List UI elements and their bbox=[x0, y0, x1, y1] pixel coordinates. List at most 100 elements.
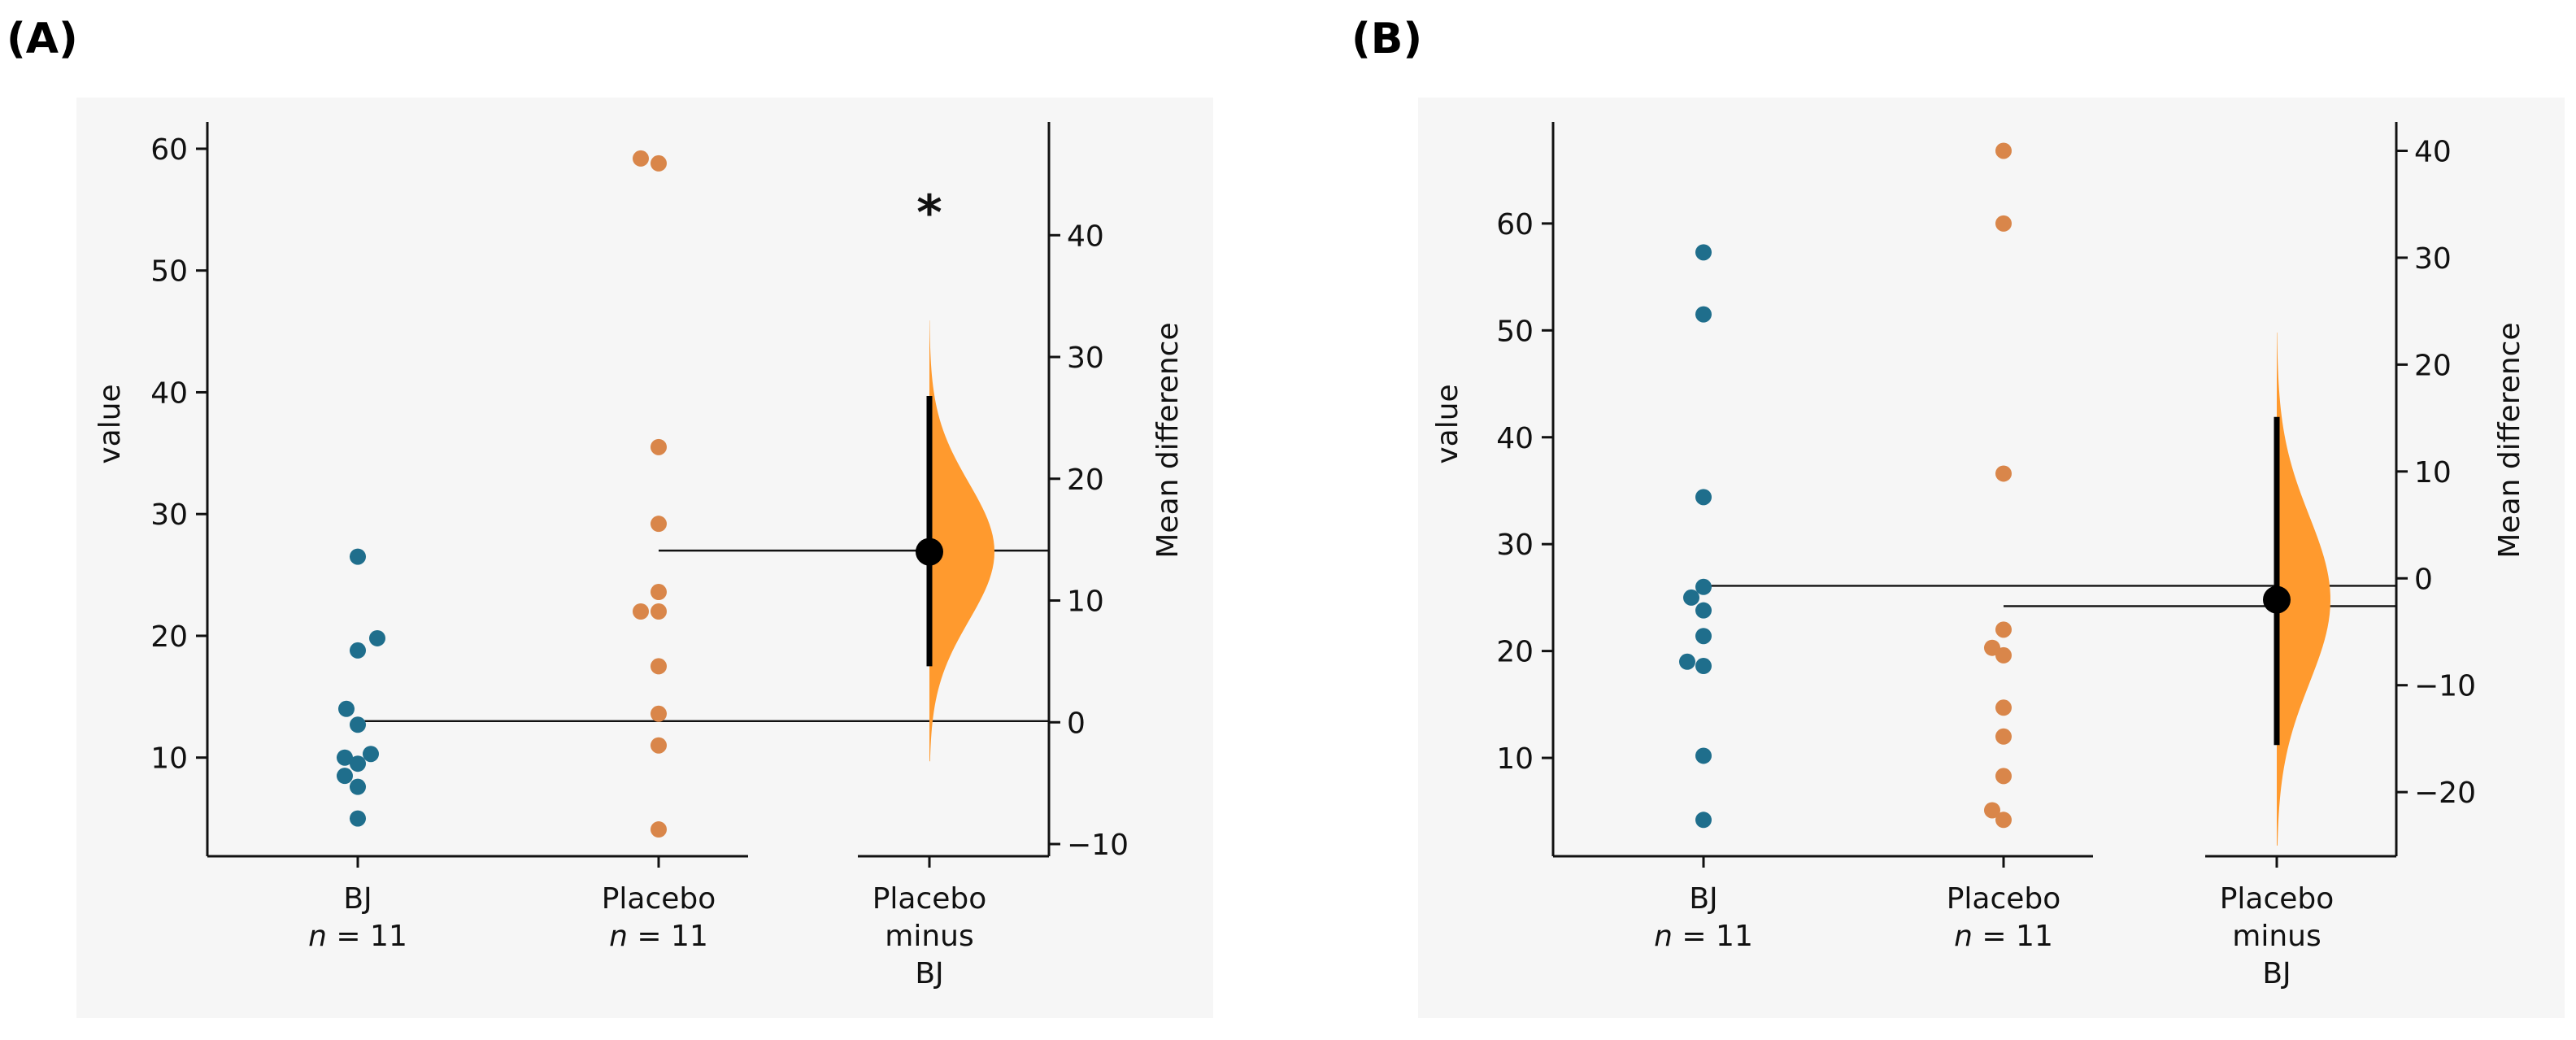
placebo-data-point bbox=[651, 584, 667, 601]
significance-star: * bbox=[916, 185, 942, 242]
contrast-label-line: BJ bbox=[2262, 957, 2291, 990]
n-value: = 11 bbox=[628, 920, 708, 953]
placebo-data-point bbox=[651, 658, 667, 675]
group-name-label: Placebo bbox=[602, 882, 716, 916]
right-y-tick-label: 40 bbox=[1067, 220, 1104, 253]
placebo-data-point bbox=[651, 603, 667, 620]
bj-data-point bbox=[1695, 578, 1712, 595]
left-y-tick-label: 20 bbox=[1496, 636, 1534, 669]
bj-data-point bbox=[1695, 812, 1712, 829]
placebo-data-point bbox=[651, 516, 667, 533]
placebo-data-point bbox=[651, 737, 667, 754]
right-y-tick-label: 30 bbox=[1067, 342, 1104, 375]
right-y-tick-label: −10 bbox=[2414, 670, 2476, 703]
bj-data-point bbox=[337, 749, 353, 766]
group-name-label: Placebo bbox=[1947, 882, 2061, 916]
left-y-tick-label: 40 bbox=[1496, 422, 1534, 455]
bootstrap-distribution bbox=[2277, 332, 2330, 846]
placebo-data-point bbox=[651, 705, 667, 722]
right-y-tick-label: 20 bbox=[2414, 349, 2452, 382]
panel-a-background bbox=[76, 98, 1213, 1018]
bj-data-point bbox=[1683, 589, 1699, 606]
left-y-axis-label: value bbox=[94, 384, 127, 463]
bj-data-point bbox=[350, 642, 366, 659]
left-y-tick-label: 30 bbox=[1496, 529, 1534, 562]
left-y-tick-label: 60 bbox=[1496, 208, 1534, 242]
bj-data-point bbox=[337, 768, 353, 785]
group-n-label: n = 11 bbox=[1654, 920, 1753, 953]
placebo-data-point bbox=[1984, 802, 2000, 819]
panel-a-letter: (A) bbox=[7, 15, 78, 63]
bj-data-point bbox=[369, 629, 385, 646]
bj-data-point bbox=[350, 716, 366, 733]
left-y-tick-label: 30 bbox=[150, 498, 188, 532]
right-y-tick-label: 0 bbox=[1067, 707, 1086, 740]
left-y-tick-label: 10 bbox=[1496, 742, 1534, 776]
n-symbol: n bbox=[1654, 920, 1673, 953]
n-symbol: n bbox=[1954, 920, 1973, 953]
panel-b-background bbox=[1418, 98, 2565, 1018]
left-y-axis-label: value bbox=[1431, 384, 1464, 463]
left-y-tick-label: 50 bbox=[1496, 315, 1534, 348]
left-y-tick-label: 20 bbox=[150, 620, 188, 654]
contrast-label-line: BJ bbox=[915, 957, 943, 990]
placebo-data-point bbox=[1995, 465, 2012, 482]
placebo-data-point bbox=[651, 438, 667, 455]
left-y-tick-label: 60 bbox=[150, 133, 188, 167]
left-y-tick-label: 10 bbox=[150, 742, 188, 776]
bj-data-point bbox=[1679, 653, 1695, 670]
placebo-data-point bbox=[1995, 215, 2012, 232]
right-y-tick-label: −10 bbox=[1067, 829, 1129, 862]
right-y-tick-label: 40 bbox=[2414, 135, 2452, 168]
n-value: = 11 bbox=[1973, 920, 2053, 953]
bootstrap-distribution bbox=[929, 320, 994, 762]
bj-data-point bbox=[350, 810, 366, 827]
bj-data-point bbox=[350, 548, 366, 565]
right-y-axis-label: Mean difference bbox=[2493, 322, 2526, 558]
n-symbol: n bbox=[609, 920, 628, 953]
placebo-data-point bbox=[1995, 728, 2012, 745]
bj-data-point bbox=[1695, 628, 1712, 645]
right-y-tick-label: −20 bbox=[2414, 777, 2476, 810]
contrast-label-line: minus bbox=[2232, 920, 2321, 953]
placebo-data-point bbox=[1995, 621, 2012, 638]
placebo-data-point bbox=[1995, 812, 2012, 829]
bj-data-point bbox=[350, 778, 366, 795]
placebo-data-point bbox=[633, 150, 649, 167]
group-n-label: n = 11 bbox=[308, 920, 407, 953]
n-symbol: n bbox=[308, 920, 327, 953]
group-n-label: n = 11 bbox=[609, 920, 708, 953]
n-value: = 11 bbox=[1673, 920, 1753, 953]
bj-data-point bbox=[338, 700, 355, 717]
mean-difference-marker bbox=[2263, 585, 2291, 614]
right-y-tick-label: 30 bbox=[2414, 242, 2452, 276]
contrast-label-line: Placebo bbox=[2220, 882, 2334, 916]
bj-data-point bbox=[350, 755, 366, 772]
group-n-label: n = 11 bbox=[1954, 920, 2053, 953]
left-y-tick-label: 40 bbox=[150, 376, 188, 410]
placebo-data-point bbox=[651, 154, 667, 172]
bj-data-point bbox=[1695, 306, 1712, 323]
contrast-label-line: minus bbox=[885, 920, 973, 953]
right-y-tick-label: 10 bbox=[2414, 456, 2452, 490]
group-name-label: BJ bbox=[343, 882, 372, 916]
group-name-label: BJ bbox=[1689, 882, 1717, 916]
right-y-axis-label: Mean difference bbox=[1151, 322, 1185, 558]
placebo-data-point bbox=[1995, 699, 2012, 716]
contrast-label-line: Placebo bbox=[872, 882, 987, 916]
bj-data-point bbox=[1695, 747, 1712, 764]
placebo-data-point bbox=[1995, 768, 2012, 785]
bj-data-point bbox=[1695, 244, 1712, 261]
bj-data-point bbox=[1695, 489, 1712, 506]
n-value: = 11 bbox=[327, 920, 407, 953]
bj-data-point bbox=[1695, 658, 1712, 675]
right-y-tick-label: 20 bbox=[1067, 463, 1104, 497]
placebo-data-point bbox=[1995, 142, 2012, 159]
mean-difference-marker bbox=[916, 537, 943, 566]
bj-data-point bbox=[363, 746, 379, 763]
right-y-tick-label: 10 bbox=[1067, 585, 1104, 619]
placebo-data-point bbox=[651, 821, 667, 838]
left-y-tick-label: 50 bbox=[150, 255, 188, 289]
